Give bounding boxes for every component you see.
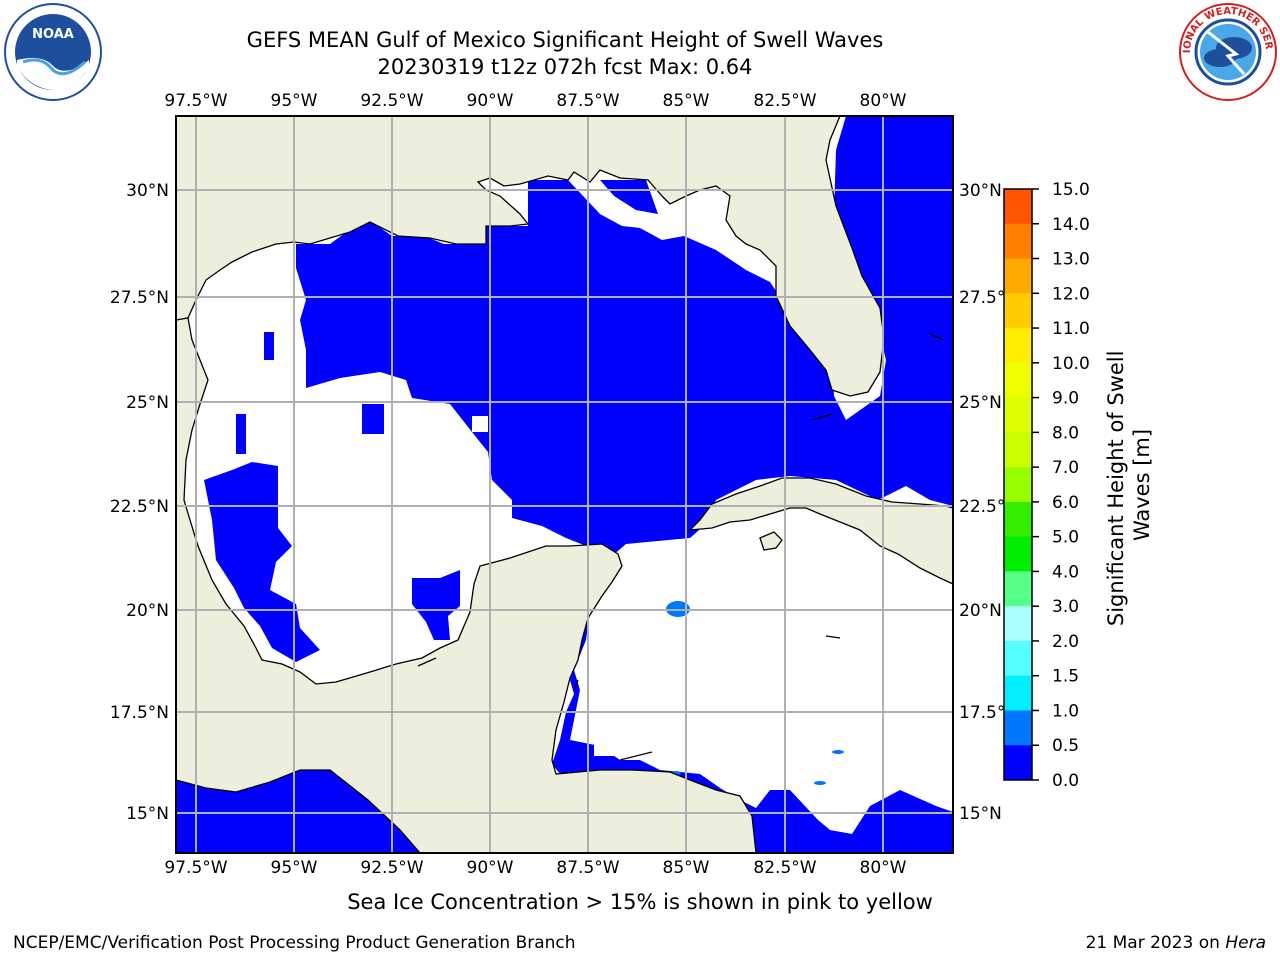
lat-label-left: 25°N (126, 393, 169, 413)
lon-label-top: 87.5°W (556, 91, 619, 111)
colorbar-tick-label: 0.5 (1052, 736, 1079, 756)
colorbar-segment (1004, 675, 1032, 711)
map-area (176, 116, 953, 853)
colorbar-segment (1004, 710, 1032, 746)
lon-label-bottom: 80°W (860, 858, 907, 878)
map-frame (175, 115, 954, 854)
colorbar-segment (1004, 258, 1032, 294)
swell-field-campeche (412, 570, 460, 640)
lon-label-bottom: 87.5°W (556, 858, 619, 878)
colorbar-frame (1003, 188, 1033, 781)
lon-label-top: 90°W (467, 91, 514, 111)
colorbar-segment (1004, 189, 1032, 225)
colorbar-tick-label: 14.0 (1052, 215, 1090, 235)
colorbar-segment (1004, 536, 1032, 572)
colorbar-segment (1004, 640, 1032, 677)
footer-host: Hera (1225, 933, 1266, 953)
lat-label-right: 20°N (959, 601, 1002, 621)
colorbar-segment (1004, 467, 1032, 503)
noaa-logo: NOAA (4, 3, 102, 101)
nws-logo: NATIONAL WEATHER SERVICE (1178, 2, 1277, 101)
land-cuba (688, 477, 953, 585)
colorbar-tick-label: 15.0 (1052, 180, 1090, 200)
lon-label-bottom: 82.5°W (753, 858, 816, 878)
lat-label-left: 30°N (126, 181, 169, 201)
footer-date: 21 Mar 2023 on Hera (1086, 933, 1266, 953)
colorbar-segment (1004, 397, 1032, 433)
colorbar (1003, 188, 1033, 781)
colorbar-tick-label: 1.0 (1052, 701, 1079, 721)
colorbar-tick-label: 11.0 (1052, 319, 1090, 339)
swell-field-atlantic-right (904, 324, 953, 390)
colorbar-tick-label: 0.0 (1052, 771, 1079, 791)
colorbar-segment (1004, 606, 1032, 642)
lon-label-bottom: 92.5°W (360, 858, 423, 878)
lon-label-top: 85°W (663, 91, 710, 111)
lat-labels-left: 30°N 27.5°N 25°N 22.5°N 20°N 17.5°N 15°N (110, 181, 169, 824)
footer-credit: NCEP/EMC/Verification Post Processing Pr… (13, 933, 576, 953)
colorbar-segment (1004, 362, 1032, 399)
colorbar-tick-label: 7.0 (1052, 458, 1079, 478)
footer-date-text: 21 Mar 2023 on (1085, 933, 1220, 953)
lat-label-left: 20°N (126, 601, 169, 621)
colorbar-segment (1004, 223, 1032, 260)
colorbar-segment (1004, 432, 1032, 468)
lon-label-top: 92.5°W (360, 91, 423, 111)
land-us (176, 116, 885, 397)
colorbar-tick-label: 3.0 (1052, 597, 1079, 617)
colorbar-ticks: 15.0 14.0 13.0 12.0 11.0 10.0 9.0 8.0 7.0 6.0 5.0 4… (1032, 180, 1090, 791)
graticule (176, 116, 953, 853)
colorbar-tick-label: 13.0 (1052, 250, 1090, 270)
lon-labels-top: 97.5°W 95°W 92.5°W 90°W 87.5°W 85°W 82.5°W 80°W (164, 91, 906, 111)
lon-label-top: 95°W (271, 91, 318, 111)
colorbar-tick-label: 9.0 (1052, 389, 1079, 409)
sea-ice-note-text: Sea Ice Concentration > 15% is shown in … (347, 890, 933, 914)
colorbar-segment (1004, 745, 1032, 781)
lon-labels-bottom: 97.5°W 95°W 92.5°W 90°W 87.5°W 85°W 82.5°W 80°W (164, 858, 906, 878)
svg-text:NOAA: NOAA (32, 27, 74, 42)
swell-field-west (204, 462, 320, 662)
lat-label-right: 30°N (959, 181, 1002, 201)
colorbar-tick-label: 4.0 (1052, 562, 1079, 582)
lon-label-bottom: 97.5°W (164, 858, 227, 878)
lat-label-left: 22.5°N (110, 497, 169, 517)
colorbar-segment (1004, 328, 1032, 364)
colorbar-tick-label: 12.0 (1052, 284, 1090, 304)
colorbar-tick-label: 6.0 (1052, 493, 1079, 513)
lat-label-left: 27.5°N (110, 288, 169, 308)
swell-field-southwest (176, 770, 420, 853)
swell-field-east-top (600, 180, 658, 214)
lon-label-top: 97.5°W (164, 91, 227, 111)
plot-title: GEFS MEAN Gulf of Mexico Significant Hei… (246, 28, 884, 52)
colorbar-segment (1004, 501, 1032, 538)
colorbar-segment (1004, 293, 1032, 329)
colorbar-tick-label: 10.0 (1052, 354, 1090, 374)
sea-ice-note: Sea Ice Concentration > 15% is shown in … (0, 890, 1280, 914)
lon-label-top: 82.5°W (753, 91, 816, 111)
swell-field-north (296, 116, 953, 853)
lon-label-bottom: 95°W (271, 858, 318, 878)
plot-subtitle: 20230319 t12z 072h fcst Max: 0.64 (377, 55, 753, 79)
lon-label-top: 80°W (860, 91, 907, 111)
colorbar-tick-label: 5.0 (1052, 528, 1079, 548)
lat-label-left: 15°N (126, 804, 169, 824)
colorbar-title: Significant Height of Swell Waves [m] (1104, 344, 1154, 626)
colorbar-tick-label: 1.5 (1052, 667, 1079, 687)
colorbar-tick-label: 2.0 (1052, 632, 1079, 652)
land-mexico (176, 317, 757, 853)
lon-label-bottom: 85°W (663, 858, 710, 878)
lat-label-right: 15°N (959, 804, 1002, 824)
lat-label-left: 17.5°N (110, 703, 169, 723)
lon-label-bottom: 90°W (467, 858, 514, 878)
colorbar-segment (1004, 571, 1032, 607)
lat-label-right: 25°N (959, 393, 1002, 413)
colorbar-tick-label: 8.0 (1052, 423, 1079, 443)
